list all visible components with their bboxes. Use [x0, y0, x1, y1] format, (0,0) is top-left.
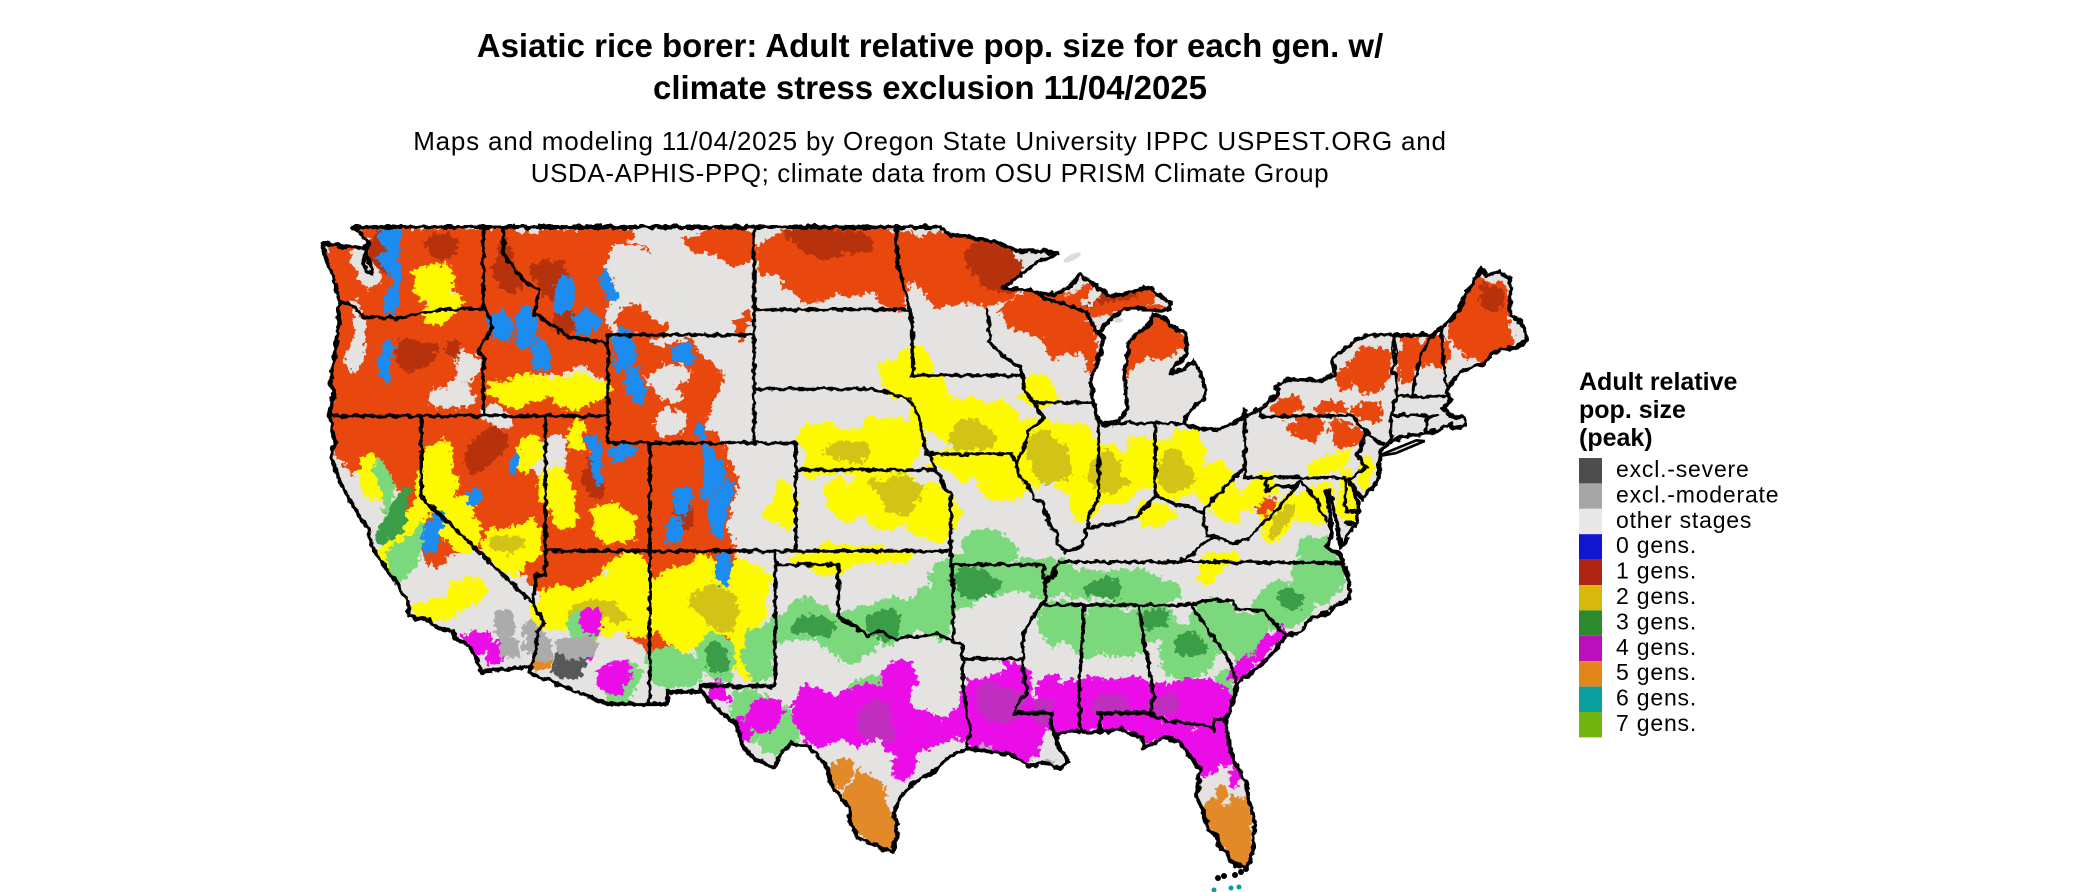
svg-text:excl.-severe: excl.-severe: [1616, 456, 1750, 482]
svg-text:1 gens.: 1 gens.: [1616, 558, 1697, 584]
svg-text:5 gens.: 5 gens.: [1616, 659, 1697, 685]
svg-text:pop. size: pop. size: [1579, 396, 1686, 424]
svg-text:Adult relative: Adult relative: [1579, 368, 1737, 396]
svg-text:0 gens.: 0 gens.: [1616, 532, 1697, 558]
svg-text:6 gens.: 6 gens.: [1616, 685, 1697, 711]
svg-text:Asiatic rice borer: Adult rela: Asiatic rice borer: Adult relative pop. …: [477, 27, 1384, 64]
svg-text:other stages: other stages: [1616, 507, 1752, 533]
svg-text:USDA-APHIS-PPQ; climate data f: USDA-APHIS-PPQ; climate data from OSU PR…: [531, 158, 1330, 188]
svg-text:4 gens.: 4 gens.: [1616, 634, 1697, 660]
svg-text:2 gens.: 2 gens.: [1616, 583, 1697, 609]
svg-text:excl.-moderate: excl.-moderate: [1616, 481, 1779, 507]
svg-text:climate stress exclusion 11/04: climate stress exclusion 11/04/2025: [653, 69, 1207, 106]
svg-text:Maps and modeling 11/04/2025 b: Maps and modeling 11/04/2025 by Oregon S…: [413, 126, 1447, 156]
svg-text:3 gens.: 3 gens.: [1616, 608, 1697, 634]
svg-text:7 gens.: 7 gens.: [1616, 710, 1697, 736]
svg-text:(peak): (peak): [1579, 424, 1653, 452]
